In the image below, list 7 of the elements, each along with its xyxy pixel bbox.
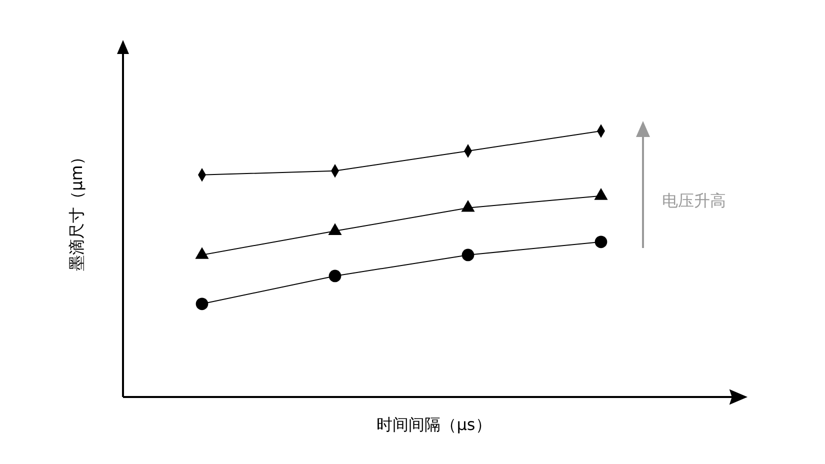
annotation: 电压升高 [662, 191, 726, 210]
point [594, 236, 608, 248]
point [328, 270, 342, 282]
point [462, 248, 474, 262]
point [196, 298, 208, 310]
y-axis-title: 墨滴尺寸（μm） [67, 149, 86, 271]
x-axis-title: 时间间隔（μs） [376, 415, 492, 434]
